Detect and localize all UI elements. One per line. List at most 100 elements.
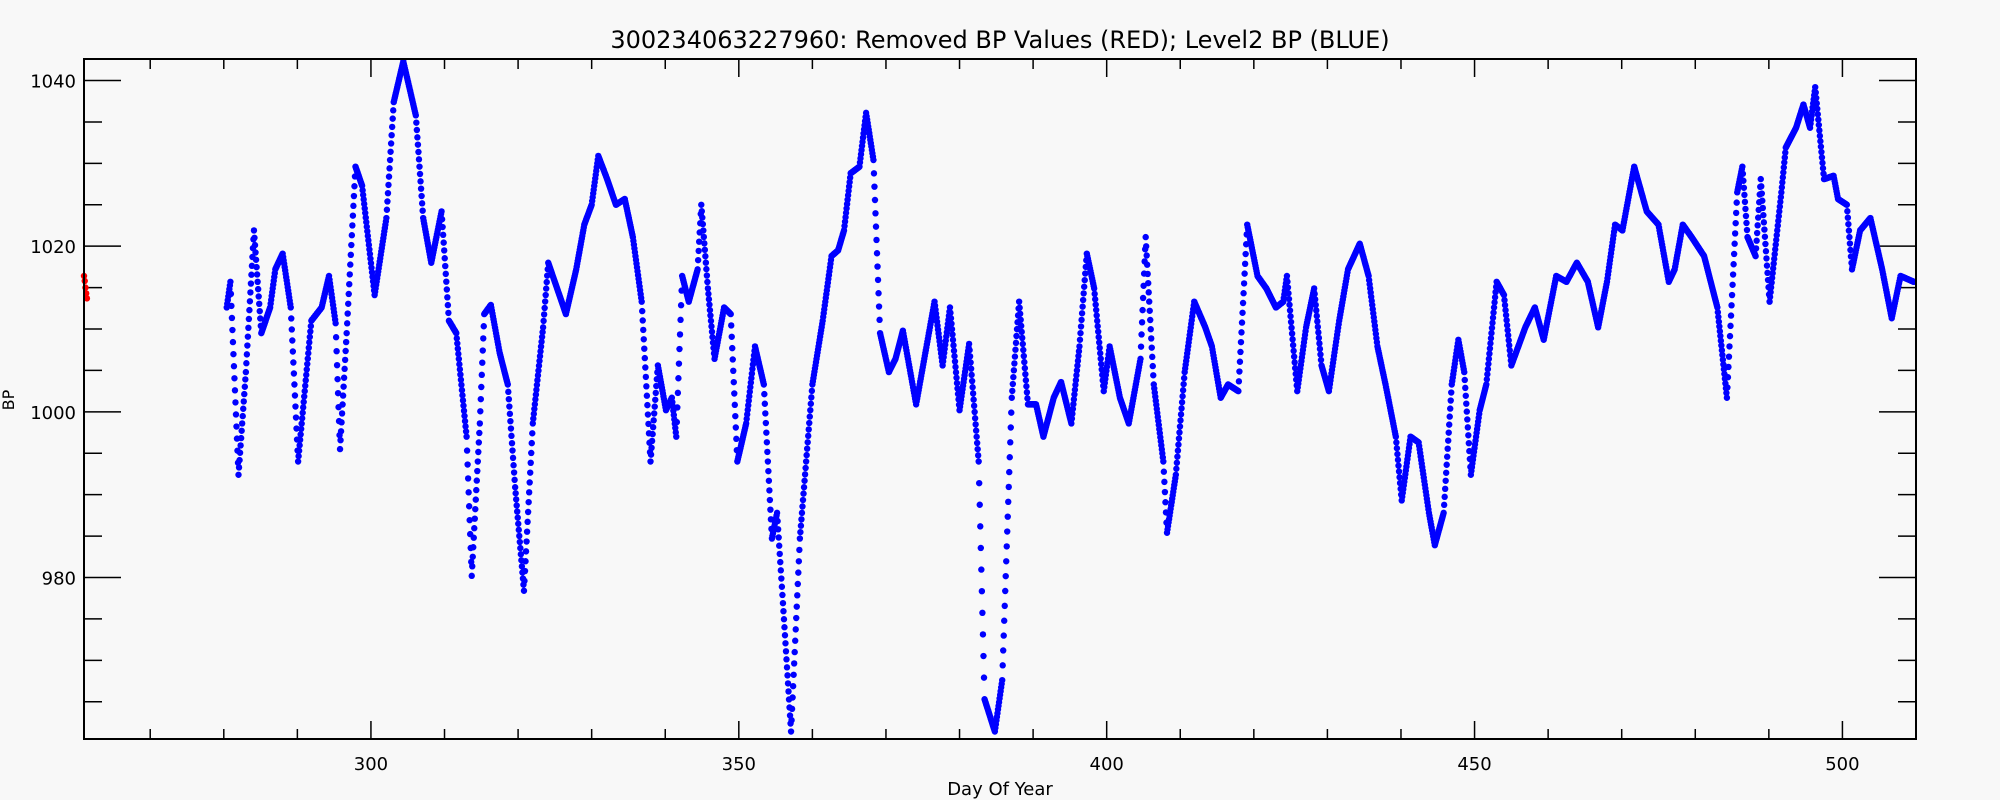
level2-bp-point <box>228 302 235 310</box>
level2-bp-point <box>1006 454 1013 461</box>
level2-bp-point <box>1092 306 1100 314</box>
level2-bp-point <box>505 388 512 396</box>
level2-bp-point <box>305 350 312 357</box>
level2-bp-point <box>773 509 781 517</box>
level2-bp-point <box>761 390 768 398</box>
level2-bp-point <box>730 378 737 386</box>
level2-bp-point <box>761 400 769 407</box>
level2-bp-point <box>1486 350 1493 357</box>
level2-bp-point <box>1288 324 1295 332</box>
level2-bp-point <box>1813 100 1820 107</box>
y-tick-label: 1020 <box>30 237 76 258</box>
level2-bp-point <box>454 340 461 347</box>
level2-bp-point <box>952 363 959 371</box>
level2-bp-point <box>1290 347 1297 355</box>
level2-bp-point <box>1502 311 1510 319</box>
level2-bp-point <box>296 436 304 444</box>
level2-bp-point <box>511 476 518 484</box>
level2-bp-point <box>295 452 302 460</box>
level2-bp-point <box>1724 374 1732 381</box>
level2-bp-point <box>341 356 349 364</box>
level2-bp-point <box>1780 169 1787 176</box>
level2-bp-point <box>732 424 740 431</box>
level2-bp-point <box>383 214 390 222</box>
level2-bp-point <box>462 428 470 435</box>
level2-bp-point <box>763 439 771 446</box>
level2-bp-point <box>967 365 975 372</box>
level2-bp-point <box>1846 233 1853 241</box>
level2-bp-point <box>241 390 248 398</box>
level2-bp-point <box>444 294 451 301</box>
level2-bp-point <box>478 371 485 379</box>
level2-bp-point <box>1730 250 1738 258</box>
level2-bp-point <box>695 247 702 255</box>
level2-bp-point <box>806 413 813 420</box>
level2-bp-point <box>763 429 770 436</box>
level2-bp-point <box>652 396 659 403</box>
level2-bp-point <box>1147 316 1154 324</box>
level2-bp-point <box>949 331 956 338</box>
level2-bp-point <box>507 417 514 425</box>
level2-bp-point <box>1021 364 1029 372</box>
level2-bp-point <box>418 192 425 200</box>
level2-bp-point <box>1752 252 1759 260</box>
level2-bp-point <box>1733 199 1740 206</box>
level2-bp-point <box>1812 83 1819 91</box>
level2-bp-point <box>798 516 805 523</box>
level2-bp-point <box>414 141 422 148</box>
level2-bp-point <box>677 316 684 324</box>
level2-bp-point <box>339 401 346 408</box>
level2-bp-point <box>506 410 514 418</box>
level2-bp-point <box>228 314 236 322</box>
level2-bp-point <box>651 403 658 410</box>
level2-bp-point <box>253 271 261 278</box>
level2-bp-point <box>1845 227 1853 234</box>
level2-bp-point <box>1489 319 1496 327</box>
level2-bp-point <box>1148 344 1155 351</box>
level2-bp-point <box>1011 353 1019 360</box>
level2-bp-point <box>339 392 347 399</box>
level2-bp-point <box>1717 337 1725 344</box>
level2-bp-point <box>438 216 446 223</box>
level2-bp-point <box>1236 368 1243 375</box>
level2-bp-point <box>1772 241 1779 248</box>
level2-bp-point <box>1761 226 1768 233</box>
level2-bp-point <box>675 360 683 367</box>
level2-bp-point <box>728 333 735 340</box>
level2-bp-point <box>874 263 881 270</box>
level2-bp-point <box>1173 459 1181 466</box>
level2-bp-point <box>1235 378 1243 385</box>
level2-bp-point <box>243 351 251 358</box>
level2-bp-point <box>1728 291 1736 299</box>
level2-bp-point <box>1022 370 1029 378</box>
level2-bp-point <box>246 298 254 305</box>
level2-bp-point <box>1096 344 1103 352</box>
level2-bp-point <box>674 389 682 397</box>
level2-bp-point <box>1846 240 1854 247</box>
level2-bp-point <box>1767 288 1774 296</box>
level2-bp-point <box>472 505 479 513</box>
level2-bp-point <box>1238 319 1246 326</box>
level2-bp-point <box>1753 229 1761 237</box>
level2-bp-point <box>976 501 983 508</box>
level2-bp-point <box>787 728 795 735</box>
level2-bp-point <box>1093 317 1101 325</box>
level2-bp-point <box>527 459 534 467</box>
level2-bp-point <box>870 170 878 177</box>
level2-bp-point <box>1776 208 1783 215</box>
level2-bp-point <box>704 285 712 292</box>
level2-bp-point <box>516 532 523 540</box>
level2-bp-point <box>1004 528 1011 535</box>
level2-bp-point <box>1073 372 1080 379</box>
level2-bp-point <box>534 372 542 379</box>
level2-bp-point <box>1816 132 1824 140</box>
level2-bp-point <box>797 522 805 529</box>
level2-bp-point <box>458 386 466 394</box>
level2-bp-point <box>509 447 516 454</box>
level2-bp-point <box>700 227 707 234</box>
level2-bp-point <box>418 200 426 207</box>
level2-bp-point <box>1176 429 1183 436</box>
level2-bp-point <box>1444 445 1451 452</box>
level2-bp-point <box>1719 356 1727 363</box>
level2-bp-point <box>299 404 307 411</box>
